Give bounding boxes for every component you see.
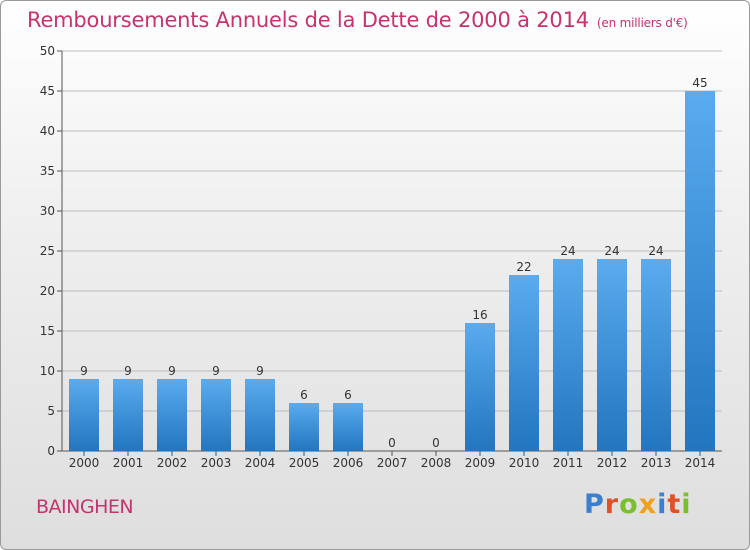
bar	[465, 323, 495, 451]
y-tick-label: 50	[40, 44, 55, 58]
logo-letter: i	[681, 489, 692, 520]
x-tick-label: 2010	[509, 456, 540, 470]
bar	[553, 259, 583, 451]
x-tick-label: 2009	[465, 456, 496, 470]
x-tick-label: 2007	[377, 456, 408, 470]
x-tick-label: 2014	[685, 456, 716, 470]
logo-letter: P	[584, 489, 605, 520]
bar	[685, 91, 715, 451]
logo-letter: t	[667, 489, 682, 520]
y-tick-label: 5	[47, 404, 55, 418]
y-tick-label: 20	[40, 284, 55, 298]
bar	[289, 403, 319, 451]
bar	[509, 275, 539, 451]
bar	[597, 259, 627, 451]
bar	[201, 379, 231, 451]
logo-letter: o	[619, 489, 639, 520]
bar	[69, 379, 99, 451]
x-tick-label: 2003	[201, 456, 232, 470]
x-tick-label: 2008	[421, 456, 452, 470]
data-label: 16	[472, 308, 487, 322]
commune-name: BAINGHEN	[36, 496, 134, 518]
data-label: 9	[80, 364, 88, 378]
y-tick-label: 35	[40, 164, 55, 178]
chart-unit: (en milliers d'€)	[596, 16, 688, 30]
bar	[113, 379, 143, 451]
x-tick-label: 2002	[157, 456, 188, 470]
bar	[157, 379, 187, 451]
data-label: 9	[124, 364, 132, 378]
data-label: 24	[560, 244, 575, 258]
logo-letter: r	[604, 489, 620, 520]
data-label: 0	[388, 436, 396, 450]
chart-title: Remboursements Annuels de la Dette de 20…	[27, 8, 688, 32]
proxiti-logo: Proxiti	[584, 489, 692, 520]
data-label: 6	[300, 388, 308, 402]
x-tick-label: 2006	[333, 456, 364, 470]
y-tick-label: 45	[40, 84, 55, 98]
bar	[641, 259, 671, 451]
x-tick-label: 2005	[289, 456, 320, 470]
data-label: 6	[344, 388, 352, 402]
y-tick-label: 40	[40, 124, 55, 138]
x-tick-label: 2004	[245, 456, 276, 470]
y-tick-label: 0	[47, 444, 55, 458]
data-label: 9	[256, 364, 264, 378]
bar	[333, 403, 363, 451]
x-tick-label: 2000	[69, 456, 100, 470]
data-label: 9	[212, 364, 220, 378]
y-tick-label: 25	[40, 244, 55, 258]
data-label: 24	[648, 244, 663, 258]
data-label: 45	[692, 76, 707, 90]
x-tick-label: 2012	[597, 456, 628, 470]
x-tick-label: 2013	[641, 456, 672, 470]
data-label: 24	[604, 244, 619, 258]
data-label: 22	[516, 260, 531, 274]
x-tick-label: 2001	[113, 456, 144, 470]
data-label: 9	[168, 364, 176, 378]
data-label: 0	[432, 436, 440, 450]
bar	[245, 379, 275, 451]
y-tick-label: 15	[40, 324, 55, 338]
y-tick-label: 10	[40, 364, 55, 378]
chart-title-text: Remboursements Annuels de la Dette de 20…	[27, 8, 589, 32]
logo-letter: x	[638, 489, 658, 520]
logo-letter: i	[657, 489, 668, 520]
x-tick-label: 2011	[553, 456, 584, 470]
y-tick-label: 30	[40, 204, 55, 218]
